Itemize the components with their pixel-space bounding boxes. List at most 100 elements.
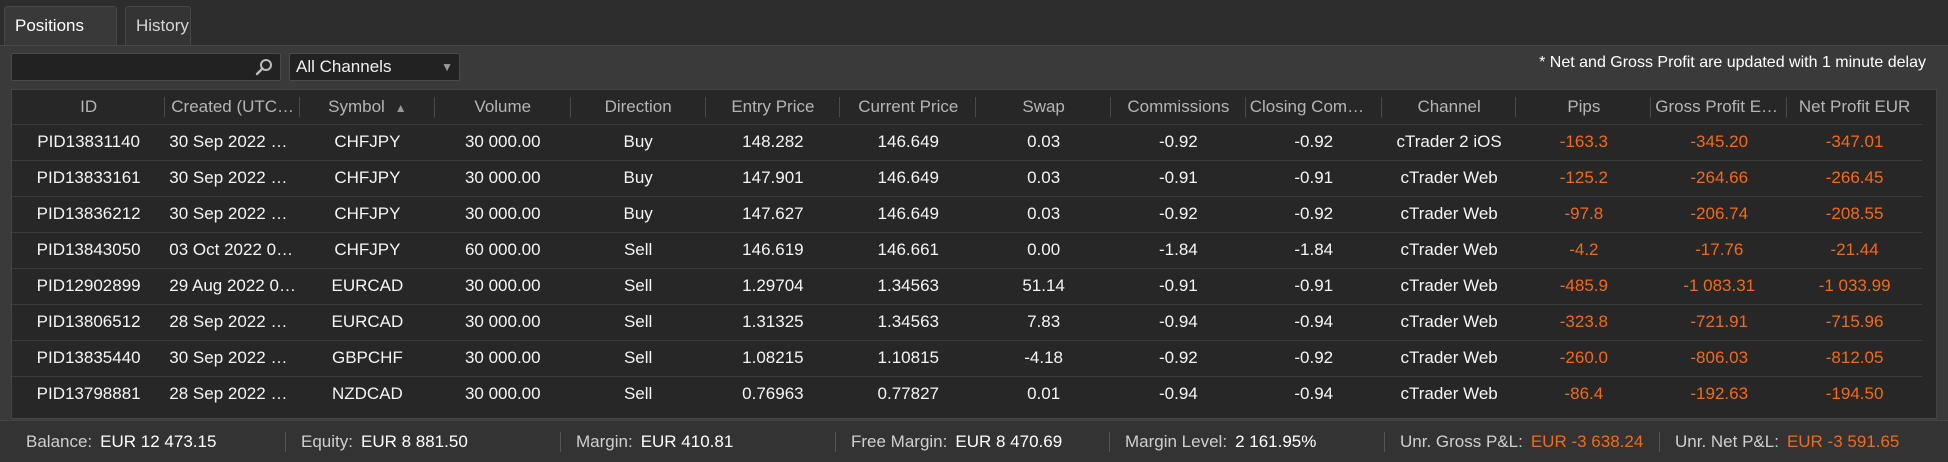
table-cell: -266.45 [1787, 159, 1922, 196]
account-summary-bar: Balance: EUR 12 473.15 Equity: EUR 8 881.5… [0, 420, 1948, 462]
column-header[interactable]: Gross Profit EUR [1651, 90, 1788, 124]
table-cell: 51.14 [976, 267, 1111, 304]
column-header[interactable]: Volume [435, 90, 571, 124]
column-header-label: Direction [604, 96, 672, 116]
table-cell: PID13843050 [12, 231, 166, 268]
table-cell: PID13835440 [12, 339, 166, 376]
column-resize-handle[interactable] [1515, 97, 1517, 117]
column-resize-handle[interactable] [433, 97, 435, 117]
tab-positions-label: Positions [15, 16, 84, 35]
column-header[interactable]: Entry Price [706, 90, 841, 124]
search-input[interactable] [12, 54, 252, 80]
chevron-down-icon: ▼ [441, 60, 453, 74]
table-cell: 146.619 [705, 231, 841, 268]
table-cell: -208.55 [1787, 195, 1922, 232]
margin-level-label: Margin Level: [1125, 432, 1228, 451]
positions-grid: ID Created (UTC… Symbol ▲ Volume Direction Ent… [11, 89, 1937, 419]
table-cell: 1.31325 [705, 303, 841, 340]
column-header-label: Commissions [1127, 96, 1230, 116]
table-row[interactable]: PID13833161 30 Sep 2022 09… CHFJPY 30 000.0… [12, 159, 1922, 196]
table-cell: -206.74 [1651, 195, 1788, 232]
search-icon[interactable] [255, 58, 273, 76]
table-row[interactable]: PID13798881 28 Sep 2022 07… NZDCAD 30 000.0… [12, 375, 1922, 412]
column-resize-handle[interactable] [975, 97, 977, 117]
table-cell: 0.03 [976, 123, 1111, 160]
table-cell: cTrader Web [1381, 303, 1517, 340]
table-cell: -163.3 [1516, 123, 1652, 160]
column-header[interactable]: Closing Comm… [1246, 90, 1382, 124]
sort-ascending-icon[interactable]: ▲ [394, 100, 407, 115]
column-header[interactable]: Channel [1382, 90, 1517, 124]
table-cell: -347.01 [1787, 123, 1922, 160]
table-cell: -1.84 [1245, 231, 1382, 268]
column-resize-handle[interactable] [299, 97, 301, 117]
tab-positions[interactable]: Positions8 [4, 6, 117, 77]
table-cell: cTrader Web [1381, 159, 1517, 196]
equity-value: EUR 8 881.50 [360, 432, 468, 451]
table-row[interactable]: PID13836212 30 Sep 2022 13… CHFJPY 30 000.0… [12, 195, 1922, 232]
table-cell: -0.92 [1111, 195, 1246, 232]
column-header-label: Created (UTC… [171, 96, 295, 116]
unrealized-gross-pnl-value: EUR -3 638.24 [1530, 432, 1644, 451]
column-header[interactable]: Commissions [1111, 90, 1246, 124]
unrealized-net-pnl-value: EUR -3 591.65 [1786, 432, 1900, 451]
table-cell: 0.00 [976, 231, 1111, 268]
table-row[interactable]: PID13835440 30 Sep 2022 13… GBPCHF 30 000.0… [12, 339, 1922, 376]
column-header[interactable]: Pips [1516, 90, 1652, 124]
margin-label: Margin: [576, 432, 633, 451]
table-cell: 30 000.00 [434, 195, 571, 232]
free-margin-label: Free Margin: [851, 432, 948, 451]
table-cell: CHFJPY [300, 123, 435, 160]
column-resize-handle[interactable] [704, 97, 706, 117]
equity-label: Equity: [301, 432, 353, 451]
table-row[interactable]: PID13843050 03 Oct 2022 01:… CHFJPY 60 000.… [12, 231, 1922, 268]
table-cell: -345.20 [1651, 123, 1788, 160]
divider [560, 432, 561, 452]
table-cell: Buy [570, 159, 706, 196]
column-header-label: Closing Comm… [1249, 96, 1379, 116]
table-cell: -192.63 [1651, 375, 1788, 412]
table-cell: Sell [570, 375, 706, 412]
table-cell: 30 000.00 [434, 339, 571, 376]
table-row[interactable]: PID13806512 28 Sep 2022 14… EURCAD 30 000.0… [12, 303, 1922, 340]
table-cell: CHFJPY [300, 159, 435, 196]
column-header[interactable]: Current Price [840, 90, 977, 124]
table-cell: 1.34563 [840, 303, 977, 340]
column-resize-handle[interactable] [1650, 97, 1652, 117]
column-resize-handle[interactable] [1244, 97, 1246, 117]
table-cell: -0.91 [1111, 267, 1246, 304]
table-cell: -715.96 [1787, 303, 1922, 340]
positions-panel: All Channels ▼ * Net and Gross Profit ar… [0, 45, 1948, 462]
table-cell: -1 033.99 [1787, 267, 1922, 304]
column-resize-handle[interactable] [1110, 97, 1111, 117]
divider [285, 432, 286, 452]
table-cell: cTrader Web [1381, 267, 1517, 304]
margin-level-stat: Margin Level: 2 161.95% [1125, 421, 1316, 462]
tab-history[interactable]: History [125, 6, 191, 46]
table-row[interactable]: PID12902899 29 Aug 2022 09… EURCAD 30 000.0… [12, 267, 1922, 304]
column-header[interactable]: Direction [571, 90, 706, 124]
column-header[interactable]: Symbol ▲ [300, 90, 435, 124]
column-resize-handle[interactable] [1786, 97, 1788, 117]
table-cell: -194.50 [1787, 375, 1922, 412]
column-header-label: Pips [1567, 96, 1601, 116]
table-cell: 30 Sep 2022 13… [165, 195, 301, 232]
column-header[interactable]: Swap [976, 90, 1111, 124]
balance-stat: Balance: EUR 12 473.15 [26, 421, 216, 462]
table-cell: -0.94 [1245, 375, 1382, 412]
table-cell: -0.91 [1111, 159, 1246, 196]
column-header[interactable]: Net Profit EUR [1787, 90, 1922, 124]
column-resize-handle[interactable] [839, 97, 841, 117]
table-row[interactable]: PID13831140 30 Sep 2022 07… CHFJPY 30 000.0… [12, 123, 1922, 160]
column-header[interactable]: Created (UTC… [165, 90, 301, 124]
column-header[interactable]: ID [12, 90, 166, 124]
column-resize-handle[interactable] [1380, 97, 1382, 117]
column-resize-handle[interactable] [164, 97, 166, 117]
table-cell: cTrader Web [1381, 339, 1517, 376]
tab-bar: Positions8 History [0, 0, 1948, 77]
divider [1659, 432, 1660, 452]
channel-select[interactable]: All Channels ▼ [289, 53, 460, 81]
column-resize-handle[interactable] [569, 97, 571, 117]
positions-table: ID Created (UTC… Symbol ▲ Volume Direction Ent… [12, 90, 1922, 412]
table-cell: 148.282 [705, 123, 841, 160]
